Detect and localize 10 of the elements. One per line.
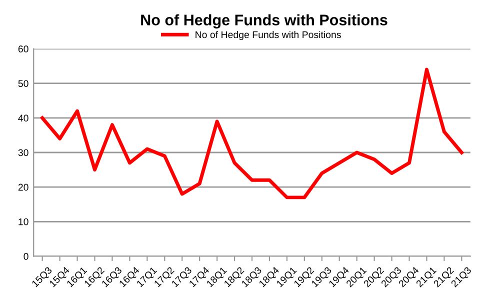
chart-title: No of Hedge Funds with Positions [141,14,388,29]
line-series [40,68,464,200]
legend-label: No of Hedge Funds with Positions [196,30,341,40]
y-tick-label: 40 [18,114,28,122]
y-tick-label: 0 [24,252,28,260]
y-tick-label: 50 [18,80,28,87]
y-tick-label: 20 [18,184,28,191]
y-tick-label: 30 [18,149,28,156]
y-tick-label: 10 [18,218,28,226]
y-tick-label: 60 [18,46,28,52]
